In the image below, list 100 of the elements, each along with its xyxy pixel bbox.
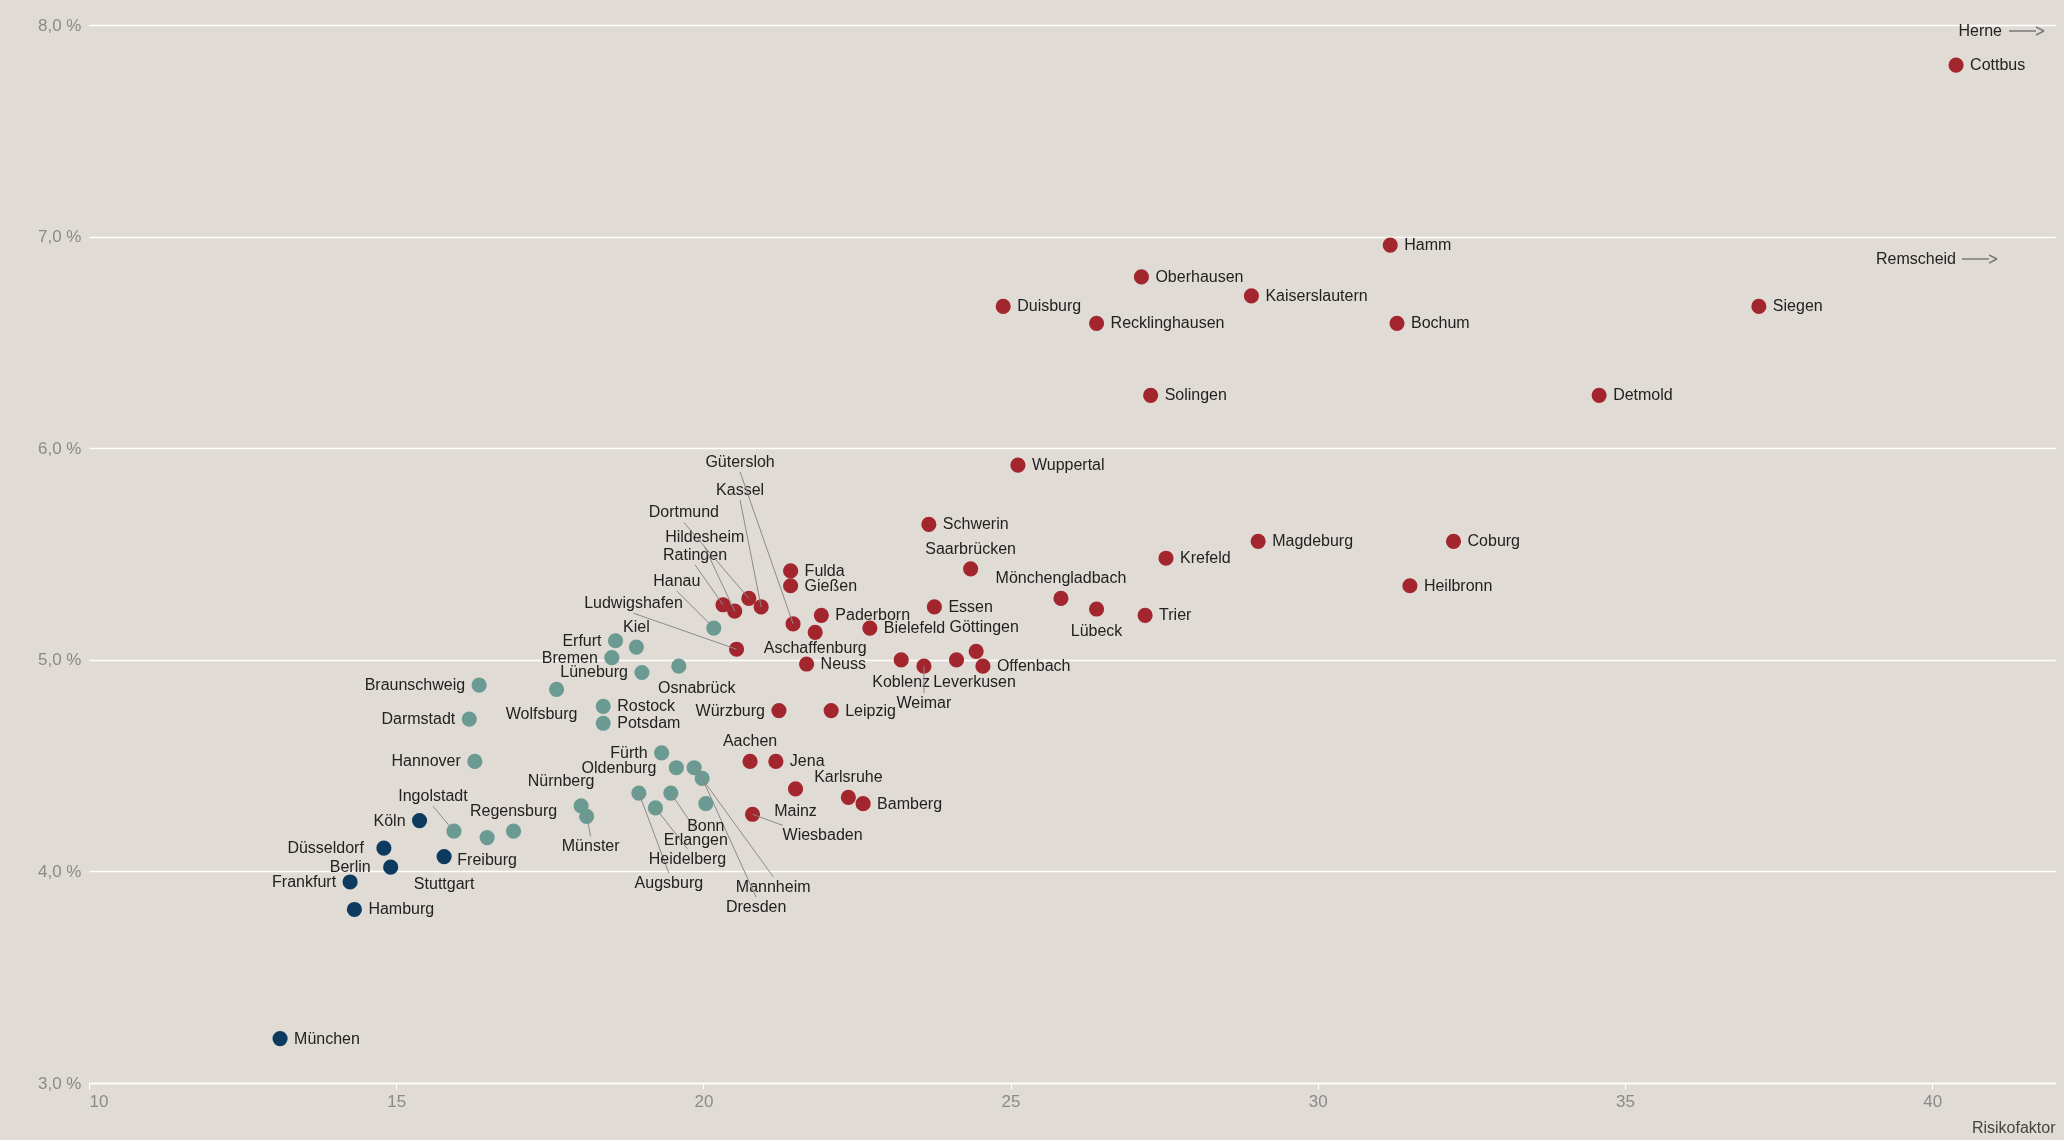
x-tick-label: 30	[1308, 1091, 1328, 1111]
annotation: Dortmund	[648, 503, 719, 521]
annotation: Potsdam	[617, 714, 681, 732]
point	[1751, 298, 1767, 314]
point	[893, 652, 909, 668]
annotation: Herne	[1958, 22, 2003, 39]
point	[1158, 550, 1174, 566]
point	[1402, 578, 1418, 594]
y-tick-label: 5,0 %	[38, 650, 82, 670]
annotation: Recklinghausen	[1110, 314, 1225, 332]
annotation: Münster	[561, 837, 621, 855]
annotation: Karlsruhe	[814, 768, 883, 786]
annotation: Heidelberg	[648, 849, 727, 867]
annotation: Fulda	[804, 561, 845, 579]
point	[968, 643, 984, 659]
point	[663, 785, 679, 801]
point	[1243, 288, 1259, 304]
annotation: Wuppertal	[1031, 456, 1105, 474]
point	[383, 859, 399, 875]
y-tick-label: 8,0 %	[38, 15, 82, 35]
point	[548, 681, 565, 697]
annotation: Mainz	[774, 801, 817, 819]
annotation: Augsburg	[634, 874, 704, 892]
point	[579, 808, 595, 824]
annotation: Bonn	[687, 816, 725, 834]
point	[461, 711, 477, 727]
annotation: Bochum	[1411, 314, 1470, 332]
annotation: Schwerin	[942, 515, 1009, 533]
annotation: Leipzig	[845, 701, 896, 719]
point	[607, 633, 624, 649]
annotation: Magdeburg	[1272, 532, 1354, 550]
point	[1137, 607, 1153, 623]
annotation: Erlangen	[663, 831, 728, 849]
point	[823, 703, 839, 719]
annotation: München	[294, 1029, 360, 1047]
point	[1088, 315, 1105, 331]
annotation: Stuttgart	[413, 874, 475, 892]
annotation: Oldenburg	[581, 758, 657, 776]
point	[787, 781, 804, 797]
x-tick-label: 35	[1615, 1091, 1635, 1111]
x-axis-title: Risikofaktor	[1971, 1118, 2057, 1136]
annotation: Mönchengladbach	[995, 569, 1127, 587]
annotation: Jena	[789, 752, 825, 770]
y-tick-label: 3,0 %	[38, 1073, 82, 1093]
annotation: Coburg	[1467, 532, 1521, 550]
annotation: Ratingen	[663, 545, 728, 563]
annotation: Braunschweig	[364, 676, 466, 694]
annotation: Würzburg	[695, 701, 765, 719]
annotation: Kiel	[623, 618, 650, 636]
y-tick-label: 6,0 %	[38, 438, 82, 458]
point	[631, 785, 647, 801]
point	[744, 806, 761, 822]
point	[471, 677, 487, 693]
annotation: Darmstadt	[381, 710, 456, 728]
point	[411, 813, 428, 829]
annotation: Duisburg	[1017, 297, 1082, 315]
annotation: Kassel	[716, 480, 765, 498]
point	[1143, 387, 1159, 403]
annotation: Göttingen	[949, 618, 1019, 636]
point	[671, 658, 687, 674]
annotation: Aachen	[722, 732, 778, 750]
annotation: Weimar	[896, 694, 953, 712]
point	[698, 796, 714, 812]
annotation: Lübeck	[1070, 622, 1124, 640]
annotation: Hamm	[1404, 236, 1452, 254]
point	[1133, 269, 1150, 285]
point	[813, 607, 829, 623]
annotation: Krefeld	[1180, 549, 1231, 567]
annotation: Bielefeld	[883, 619, 946, 637]
annotation: Detmold	[1613, 386, 1673, 404]
annotation: Bremen	[541, 648, 598, 666]
point	[668, 760, 684, 776]
point	[436, 849, 452, 865]
annotation: Oberhausen	[1155, 267, 1244, 285]
annotation: Fürth	[610, 743, 648, 761]
point	[728, 641, 745, 657]
point	[1250, 533, 1266, 549]
annotation: Offenbach	[996, 657, 1071, 675]
point	[840, 789, 856, 805]
annotation: Cottbus	[1970, 56, 2026, 74]
point	[628, 639, 644, 655]
y-tick-label: 4,0 %	[38, 861, 82, 881]
point	[1591, 387, 1607, 403]
annotation: Koblenz	[872, 672, 931, 690]
annotation: Hamburg	[368, 900, 435, 918]
annotation: Erfurt	[562, 631, 603, 649]
point	[595, 698, 611, 714]
point	[921, 516, 937, 532]
annotation: Aschaffenburg	[763, 639, 867, 657]
point	[807, 624, 823, 640]
point	[446, 823, 462, 839]
annotation: Saarbrücken	[925, 539, 1016, 557]
point	[634, 664, 650, 681]
x-tick-label: 25	[1001, 1091, 1021, 1111]
annotation: Gütersloh	[705, 452, 775, 470]
annotation: Gießen	[804, 576, 858, 594]
annotation: Leverkusen	[933, 672, 1016, 690]
annotation: Lüneburg	[560, 663, 628, 681]
point	[647, 800, 664, 816]
point	[467, 753, 483, 769]
